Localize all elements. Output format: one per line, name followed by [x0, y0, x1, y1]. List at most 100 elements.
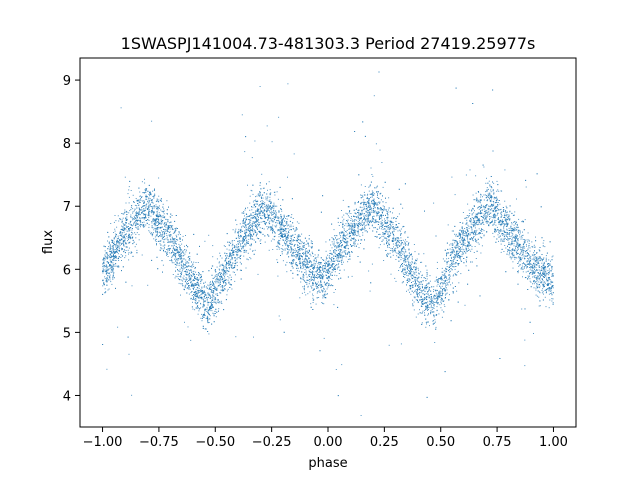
data-point: [237, 254, 239, 256]
data-point: [427, 310, 429, 311]
data-point: [193, 297, 195, 299]
data-point: [531, 258, 533, 260]
data-point: [399, 253, 401, 255]
data-point: [304, 285, 305, 287]
data-point: [219, 292, 221, 294]
data-point: [394, 277, 396, 279]
data-point: [277, 216, 279, 218]
data-point: [270, 192, 272, 194]
data-point: [122, 236, 124, 238]
data-point: [395, 242, 397, 244]
data-point: [256, 209, 258, 211]
data-point: [523, 246, 525, 247]
data-point: [527, 252, 528, 253]
data-point: [236, 224, 238, 226]
data-point: [195, 296, 197, 297]
data-point: [348, 231, 350, 233]
data-point: [142, 209, 144, 211]
data-point: [278, 217, 280, 219]
data-point: [227, 288, 229, 290]
data-point: [178, 270, 180, 272]
data-point: [191, 266, 193, 268]
data-point: [426, 286, 428, 288]
data-point: [354, 241, 356, 243]
data-point: [292, 218, 294, 219]
data-point: [521, 263, 523, 265]
data-point: [481, 228, 482, 230]
data-point: [254, 206, 256, 208]
data-point: [297, 267, 299, 269]
data-point: [378, 212, 380, 213]
data-point: [286, 215, 288, 217]
data-point: [183, 278, 185, 280]
data-point: [196, 294, 198, 296]
data-point: [336, 275, 338, 277]
data-point: [112, 255, 114, 257]
data-point: [310, 303, 312, 305]
data-point: [155, 218, 157, 220]
data-point: [152, 227, 154, 229]
data-point: [533, 283, 535, 285]
data-point: [177, 234, 179, 236]
data-point: [439, 297, 441, 298]
data-point: [546, 280, 548, 282]
data-point: [376, 236, 378, 238]
data-point: [207, 321, 209, 323]
data-point: [509, 256, 511, 258]
data-point: [545, 267, 547, 269]
data-point: [222, 286, 224, 288]
data-point: [406, 254, 408, 256]
data-point: [394, 239, 396, 241]
data-point: [543, 240, 545, 242]
data-point: [500, 251, 502, 253]
data-point: [347, 248, 349, 250]
data-point: [471, 261, 473, 263]
data-point: [163, 232, 165, 234]
data-point: [312, 297, 314, 299]
data-point: [217, 282, 219, 284]
data-point: [117, 326, 119, 328]
data-point: [347, 233, 349, 235]
data-point: [404, 274, 406, 276]
data-point: [268, 226, 270, 228]
data-point: [231, 267, 233, 269]
data-point: [483, 194, 485, 196]
data-point: [130, 209, 132, 210]
data-point: [321, 285, 323, 287]
data-point: [451, 257, 452, 259]
data-point: [521, 265, 523, 267]
data-point: [195, 283, 197, 285]
data-point: [215, 282, 217, 284]
data-point: [535, 287, 537, 289]
data-point: [171, 236, 173, 238]
data-point: [300, 281, 302, 283]
data-point: [195, 277, 197, 279]
data-point: [504, 237, 506, 239]
data-point: [184, 245, 185, 247]
data-point: [404, 241, 406, 243]
data-point: [389, 236, 390, 238]
data-point: [332, 243, 334, 245]
data-point: [171, 262, 173, 264]
data-point: [216, 311, 218, 313]
data-point: [128, 223, 130, 225]
data-point: [541, 274, 543, 276]
data-point: [293, 153, 295, 155]
data-point: [551, 300, 553, 302]
data-point: [363, 203, 365, 205]
data-point: [552, 286, 554, 288]
data-point: [404, 269, 406, 271]
data-point: [273, 208, 275, 210]
data-point: [163, 208, 165, 210]
data-point: [403, 261, 405, 263]
data-point: [286, 225, 288, 227]
data-point: [246, 242, 247, 244]
data-point: [315, 276, 317, 278]
data-point: [414, 273, 416, 275]
data-point: [255, 224, 256, 226]
data-point: [133, 202, 135, 203]
data-point: [251, 209, 253, 211]
data-point: [179, 241, 181, 242]
data-point: [322, 259, 324, 260]
data-point: [208, 288, 210, 290]
